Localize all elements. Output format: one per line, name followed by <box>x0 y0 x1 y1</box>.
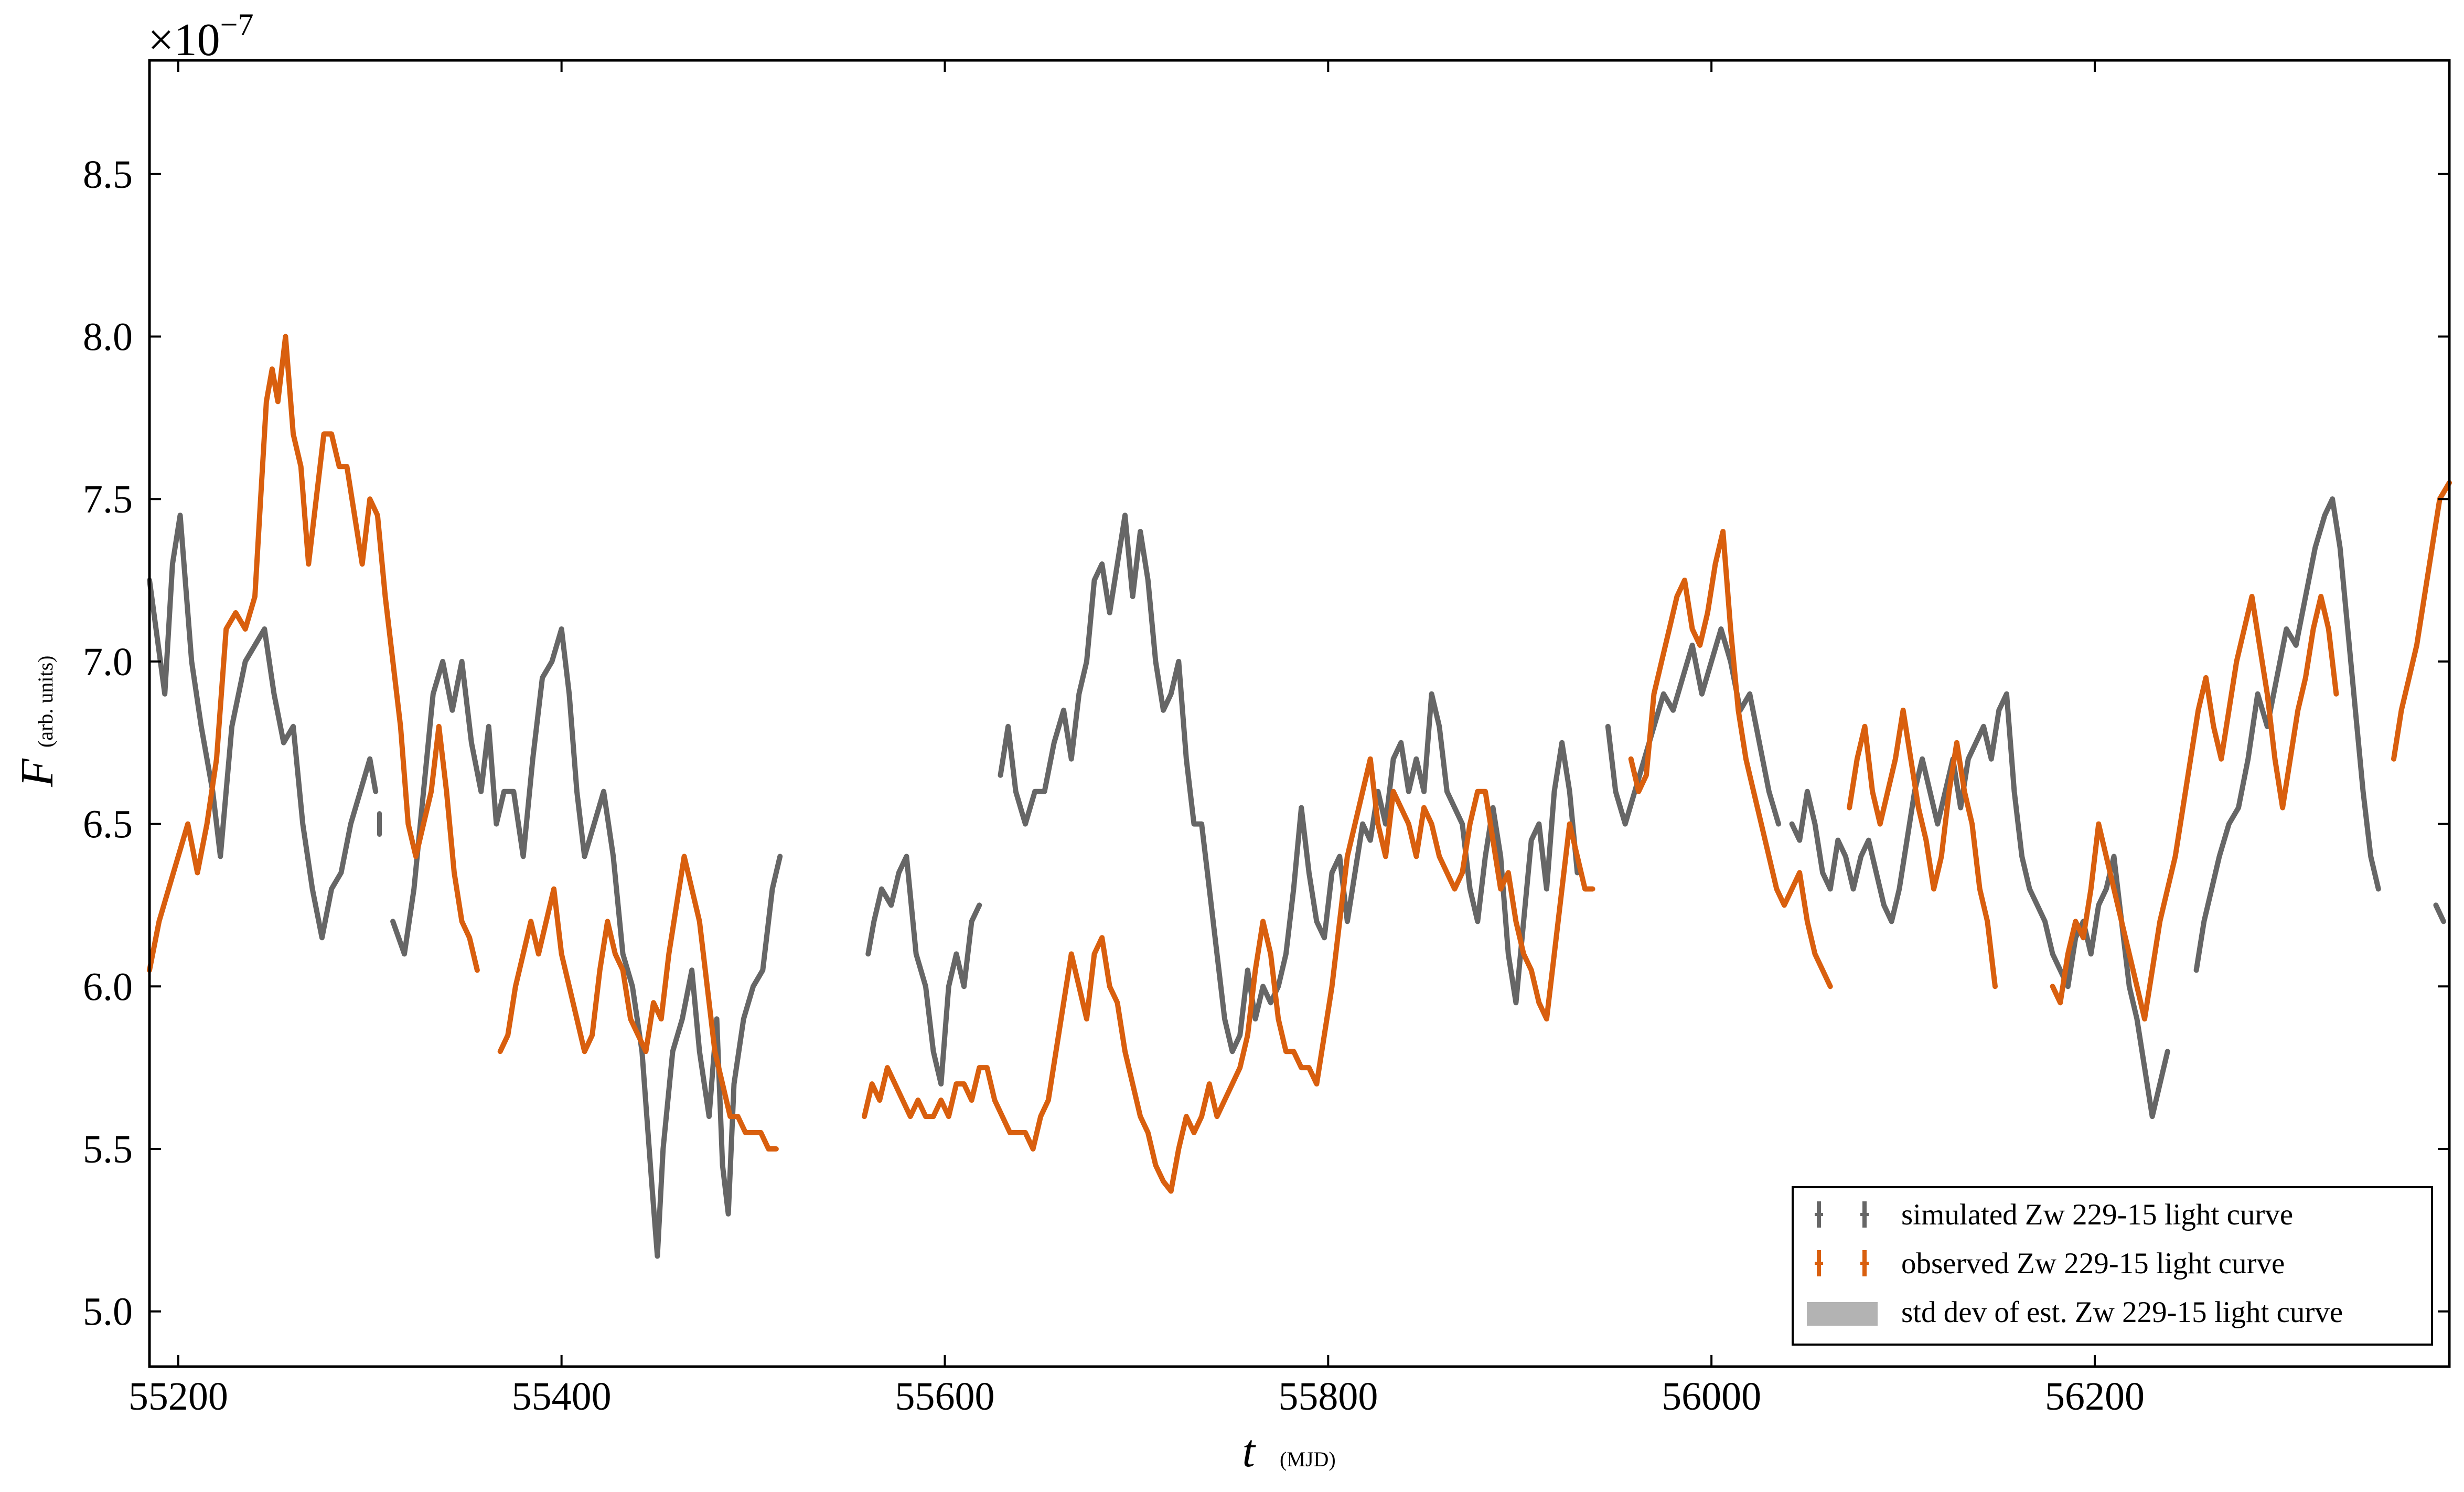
series-simulated-segment-4 <box>998 513 1580 1054</box>
series-observed-segment-6 <box>2391 480 2452 762</box>
series-observed-segment-4 <box>1847 707 1998 989</box>
y-tick-label: 6.0 <box>83 965 133 1009</box>
legend-swatch-std-dev <box>1807 1302 1878 1326</box>
x-tick-label: 55200 <box>128 1374 228 1419</box>
x-axis-title: t (MJD) <box>1242 1426 1336 1477</box>
x-tick-label: 56000 <box>1662 1374 1761 1419</box>
series-simulated-segment-2 <box>390 626 783 1259</box>
x-tick-label: 56200 <box>2045 1374 2145 1419</box>
series-simulated-segment-6 <box>1789 691 2170 1120</box>
series-observed-segment-5 <box>2050 594 2339 1022</box>
legend-swatch-simulated <box>1815 1201 1869 1228</box>
y-tick-label: 5.0 <box>83 1290 133 1334</box>
y-tick-label: 8.0 <box>83 315 133 359</box>
series-observed-segment-3 <box>1628 529 1833 989</box>
y-axis-exponent: ×10−7 <box>148 7 253 66</box>
y-tick-label: 5.5 <box>83 1127 133 1171</box>
x-axis-label: t <box>1242 1426 1257 1477</box>
y-axis: 5.0 5.5 6.0 6.5 7.0 7.5 8.0 8.5 <box>83 153 2449 1334</box>
y-tick-label: 7.0 <box>83 640 133 684</box>
series-observed-segment-2 <box>862 756 1595 1194</box>
series-simulated-segment-5 <box>1605 626 1781 827</box>
series-simulated-segment-0 <box>147 513 379 941</box>
y-tick-label: 6.5 <box>83 803 133 847</box>
legend-label-simulated: simulated Zw 229-15 light curve <box>1901 1198 2293 1231</box>
legend-swatch-observed <box>1815 1250 1869 1276</box>
legend-label-observed: observed Zw 229-15 light curve <box>1901 1247 2285 1280</box>
legend-box <box>1792 1186 2433 1346</box>
y-tick-label: 8.5 <box>83 153 133 197</box>
x-axis: 55200 55400 55600 55800 56000 56200 <box>128 60 2145 1419</box>
series-simulated-segment-7 <box>2193 496 2381 973</box>
series-observed-segment-0 <box>147 334 480 973</box>
legend: simulated Zw 229-15 light curve observed… <box>1792 1186 2433 1346</box>
series-simulated-segment-8 <box>2433 902 2446 924</box>
x-tick-label: 55600 <box>895 1374 994 1419</box>
series-observed-segment-1 <box>497 854 779 1152</box>
legend-entry-simulated: simulated Zw 229-15 light curve <box>1815 1198 2293 1231</box>
x-axis-unit: (MJD) <box>1280 1447 1336 1471</box>
y-axis-unit: (arb. units) <box>34 655 57 748</box>
series-simulated-segment-3 <box>865 854 982 1087</box>
y-tick-label: 7.5 <box>83 477 133 521</box>
legend-entry-std-dev: std dev of est. Zw 229-15 light curve <box>1807 1296 2343 1329</box>
x-tick-label: 55800 <box>1278 1374 1378 1419</box>
series-layer <box>147 334 2452 1259</box>
y-axis-title: F (arb. units) <box>12 655 63 787</box>
y-axis-exponent-power: −7 <box>220 7 254 42</box>
legend-entry-observed: observed Zw 229-15 light curve <box>1815 1247 2285 1280</box>
y-axis-multiplier: ×10 <box>148 15 220 66</box>
x-tick-label: 55400 <box>512 1374 612 1419</box>
legend-label-std-dev: std dev of est. Zw 229-15 light curve <box>1901 1296 2343 1329</box>
plot-frame <box>148 59 2451 1368</box>
y-axis-label: F <box>12 758 63 787</box>
